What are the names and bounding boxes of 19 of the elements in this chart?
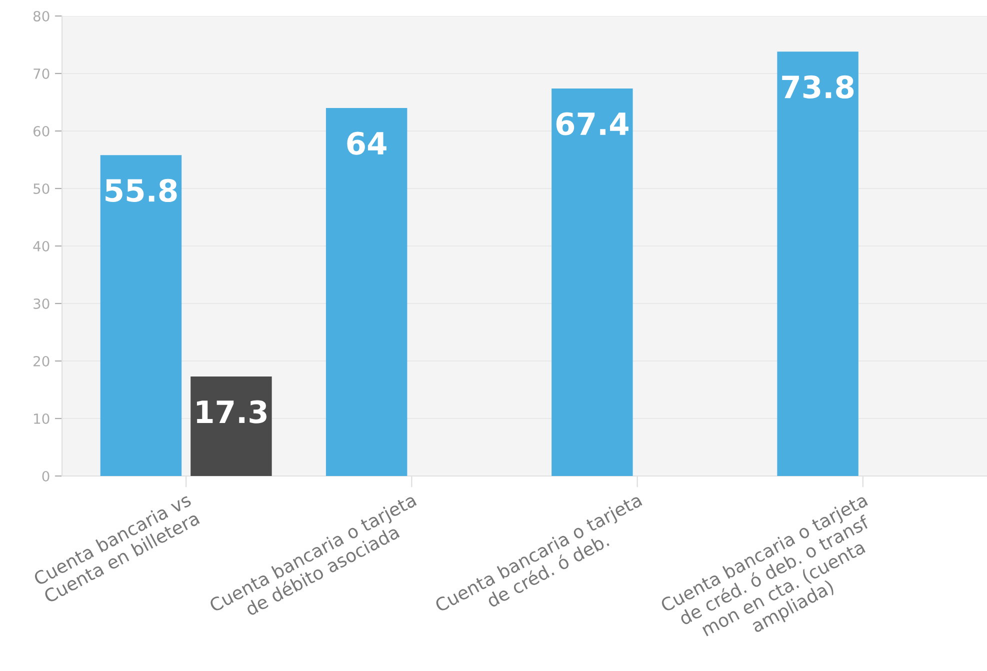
y-tick-label: 50 [34,183,50,194]
data-label: 17.3 [196,400,266,424]
y-tick-label: 70 [34,68,50,79]
bar [100,155,182,476]
data-label: 64 [347,132,386,155]
bar [326,108,408,476]
y-tick-label: 60 [33,126,50,136]
y-tick-label: 30 [34,298,50,309]
data-label: 55.8 [106,178,177,202]
bar [777,52,858,476]
y-tick-label: 40 [33,240,50,252]
data-label: 67.4 [556,112,628,136]
y-tick-label: 10 [34,413,50,424]
y-tick-label: 0 [42,470,50,482]
y-tick-label: 80 [33,10,50,22]
bar [552,88,633,476]
bar [190,376,272,476]
data-label: 73.8 [782,75,854,99]
y-tick-label: 20 [34,356,50,366]
